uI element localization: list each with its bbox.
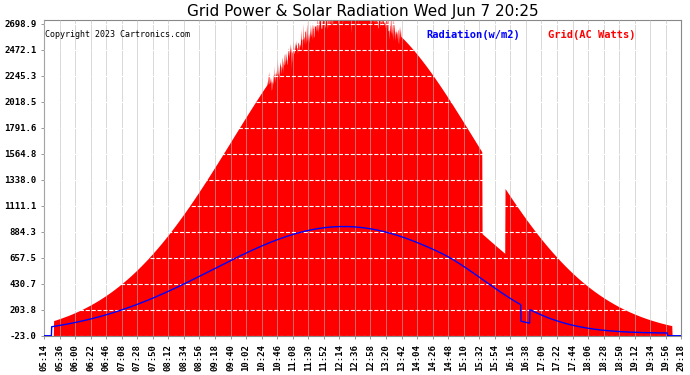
Text: Copyright 2023 Cartronics.com: Copyright 2023 Cartronics.com: [46, 30, 190, 39]
Title: Grid Power & Solar Radiation Wed Jun 7 20:25: Grid Power & Solar Radiation Wed Jun 7 2…: [187, 4, 538, 19]
Text: Grid(AC Watts): Grid(AC Watts): [547, 30, 635, 40]
Text: Radiation(w/m2): Radiation(w/m2): [426, 30, 520, 40]
